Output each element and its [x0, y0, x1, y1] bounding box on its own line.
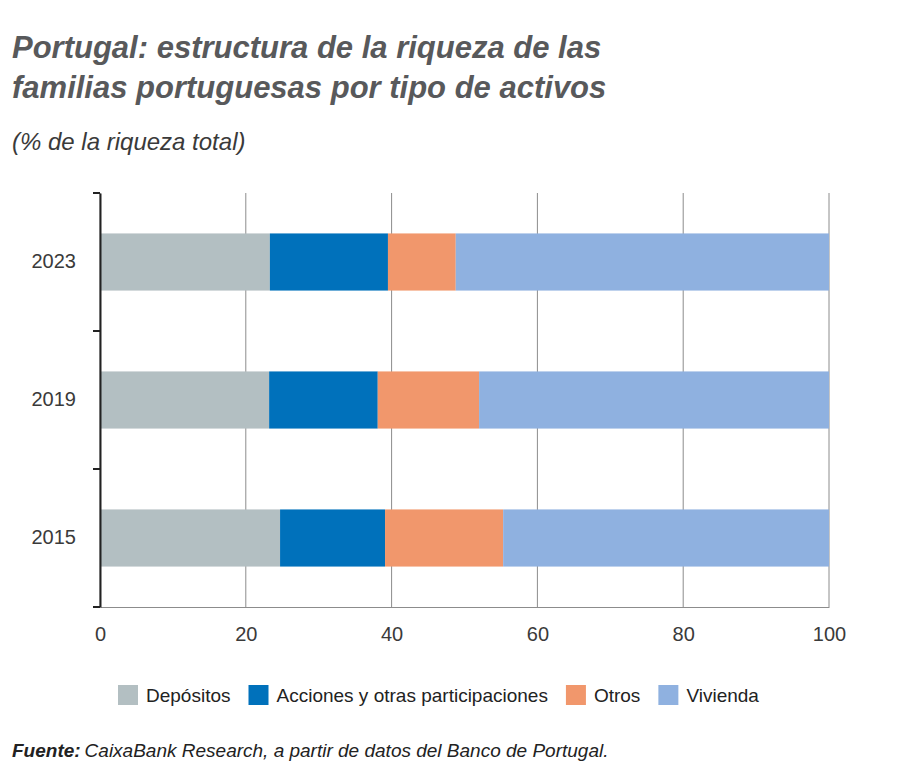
bar [479, 371, 829, 428]
boundary-tick [93, 192, 100, 194]
series [269, 233, 388, 566]
legend-swatch [658, 685, 678, 705]
legend-item: Otros [566, 685, 640, 706]
legend: Depósitos Acciones y otras participacione… [118, 685, 759, 706]
y-axis: 2023 2019 2015 [32, 193, 101, 608]
x-axis: 0 20 40 60 80 100 [95, 607, 846, 645]
tick: 60 [527, 607, 549, 645]
title: Portugal: estructura de la riqueza de la… [12, 30, 606, 105]
legend-label: Otros [594, 685, 640, 706]
boundary-tick [93, 468, 100, 470]
tick-label: 100 [813, 623, 846, 645]
bars [100, 233, 829, 566]
bar [378, 371, 479, 428]
tick-label: 2015 [32, 526, 77, 548]
legend-item: Acciones y otras participaciones [249, 685, 548, 706]
tick-label: 2023 [32, 250, 77, 272]
bar [269, 371, 378, 428]
legend-item: Depósitos [118, 685, 231, 706]
bar [456, 233, 829, 290]
bar [100, 509, 280, 566]
grid [100, 193, 829, 607]
tick: 40 [381, 607, 403, 645]
axis-line [101, 607, 830, 608]
bar [100, 371, 269, 428]
subtitle: (% de la riqueza total) [12, 128, 245, 155]
tick: 2015 [32, 526, 101, 548]
tick-label: 60 [527, 623, 549, 645]
chart: Portugal: estructura de la riqueza de la… [0, 0, 900, 779]
source: Fuente:CaixaBank Research, a partir de d… [12, 740, 608, 761]
tick-label: 20 [235, 623, 257, 645]
tick-label: 40 [381, 623, 403, 645]
bar [385, 509, 503, 566]
tick-label: 2019 [32, 388, 77, 410]
axis-line [100, 194, 102, 608]
tick: 80 [673, 607, 695, 645]
bar [388, 233, 456, 290]
bar [503, 509, 829, 566]
bar [100, 233, 270, 290]
tick: 20 [235, 607, 257, 645]
series [100, 233, 280, 566]
bar [270, 233, 388, 290]
tick-label: 0 [95, 623, 106, 645]
legend-label: Acciones y otras participaciones [277, 685, 548, 706]
boundary-ticks [93, 193, 100, 607]
boundary-tick [93, 330, 100, 332]
legend-item: Vivienda [658, 685, 759, 706]
tick: 100 [813, 607, 846, 645]
legend-label: Vivienda [686, 685, 759, 706]
source-label: Fuente: [12, 740, 81, 761]
series [456, 233, 829, 566]
legend-swatch [249, 685, 269, 705]
tick: 2023 [32, 250, 101, 272]
tick-label: 80 [673, 623, 695, 645]
legend-label: Depósitos [146, 685, 231, 706]
tick: 2019 [32, 388, 101, 410]
grid-line [100, 193, 101, 607]
legend-swatch [118, 685, 138, 705]
source-text: CaixaBank Research, a partir de datos de… [85, 740, 609, 761]
tick: 0 [95, 607, 106, 645]
legend-swatch [566, 685, 586, 705]
boundary-tick [93, 606, 100, 608]
bar [280, 509, 385, 566]
